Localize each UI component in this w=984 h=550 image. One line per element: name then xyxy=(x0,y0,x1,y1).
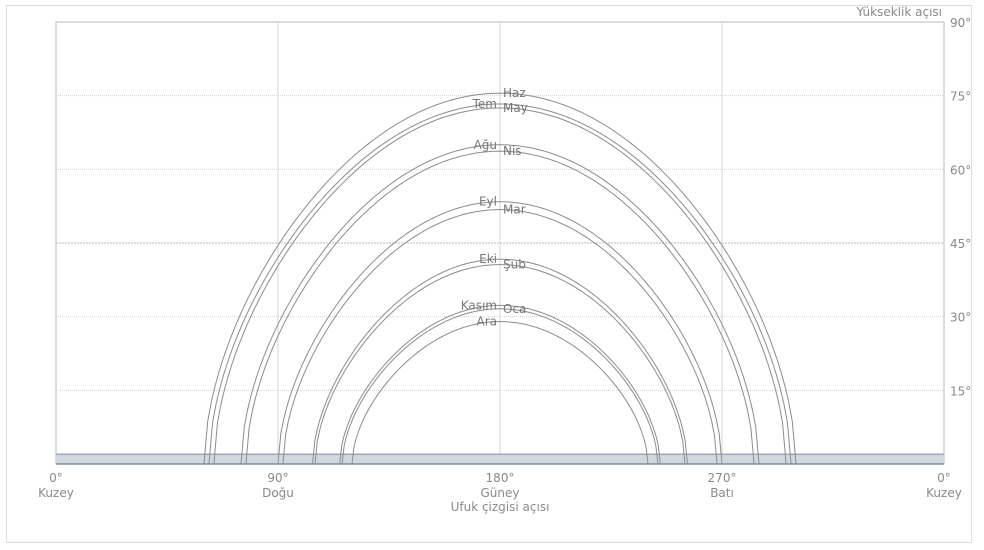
x-tick-direction: Doğu xyxy=(262,486,294,500)
month-labels: Haz Tem May Ağu Nis Eyl Mar Eki Şub Kasım Oca Ara xyxy=(461,86,528,328)
x-tick-degree: 180° xyxy=(486,471,515,485)
month-label-ara: Ara xyxy=(477,315,498,329)
sun-path-şub xyxy=(314,264,686,465)
horizon-fill xyxy=(56,454,944,464)
month-label-tem: Tem xyxy=(472,97,497,111)
month-label-haz: Haz xyxy=(503,86,526,100)
sun-path-ara xyxy=(351,321,649,465)
month-label-may: May xyxy=(503,101,528,115)
sun-path-tem xyxy=(208,103,792,465)
y-tick-label: 90° xyxy=(950,16,971,30)
sun-path-haz xyxy=(203,92,797,465)
sun-path-nis xyxy=(245,150,755,465)
month-label-şub: Şub xyxy=(503,258,526,272)
sun-path-oca xyxy=(341,308,659,465)
sun-path-kasım xyxy=(339,304,661,465)
y-tick-label: 30° xyxy=(950,311,971,325)
sun-path-eki xyxy=(312,258,688,465)
x-tick-direction: Kuzey xyxy=(926,486,962,500)
x-axis-title: Ufuk çizgisi açısı xyxy=(451,500,550,514)
horizon-band xyxy=(56,453,944,465)
x-tick-direction: Kuzey xyxy=(38,486,74,500)
month-label-oca: Oca xyxy=(503,302,526,316)
y-tick-label: 45° xyxy=(950,237,971,251)
sun-path-eyl xyxy=(277,201,723,465)
sun-path-ağu xyxy=(240,144,760,465)
month-label-eyl: Eyl xyxy=(479,195,497,209)
x-tick-degree: 0° xyxy=(49,471,63,485)
chart-frame xyxy=(6,5,972,543)
y-tick-label: 15° xyxy=(950,384,971,398)
month-label-mar: Mar xyxy=(503,203,526,217)
y-axis-title: Yükseklik açısı xyxy=(856,5,942,19)
y-tick-labels: 15° 30° 45° 60° 75° 90° xyxy=(950,16,971,398)
month-label-eki: Eki xyxy=(479,252,497,266)
month-label-kasım: Kasım xyxy=(461,298,497,312)
x-tick-degree: 0° xyxy=(937,471,951,485)
y-tick-label: 60° xyxy=(950,163,971,177)
x-tick-degree: 270° xyxy=(708,471,737,485)
y-tick-label: 75° xyxy=(950,90,971,104)
month-label-nis: Nis xyxy=(503,144,522,158)
grid xyxy=(55,21,945,465)
x-tick-degree: 90° xyxy=(267,471,288,485)
x-tick-direction: Güney xyxy=(481,486,520,500)
sun-path-may xyxy=(213,107,787,465)
sun-path-curves xyxy=(203,92,797,465)
month-label-ağu: Ağu xyxy=(474,138,497,152)
x-tick-direction: Batı xyxy=(710,486,734,500)
sun-path-mar xyxy=(282,209,718,465)
